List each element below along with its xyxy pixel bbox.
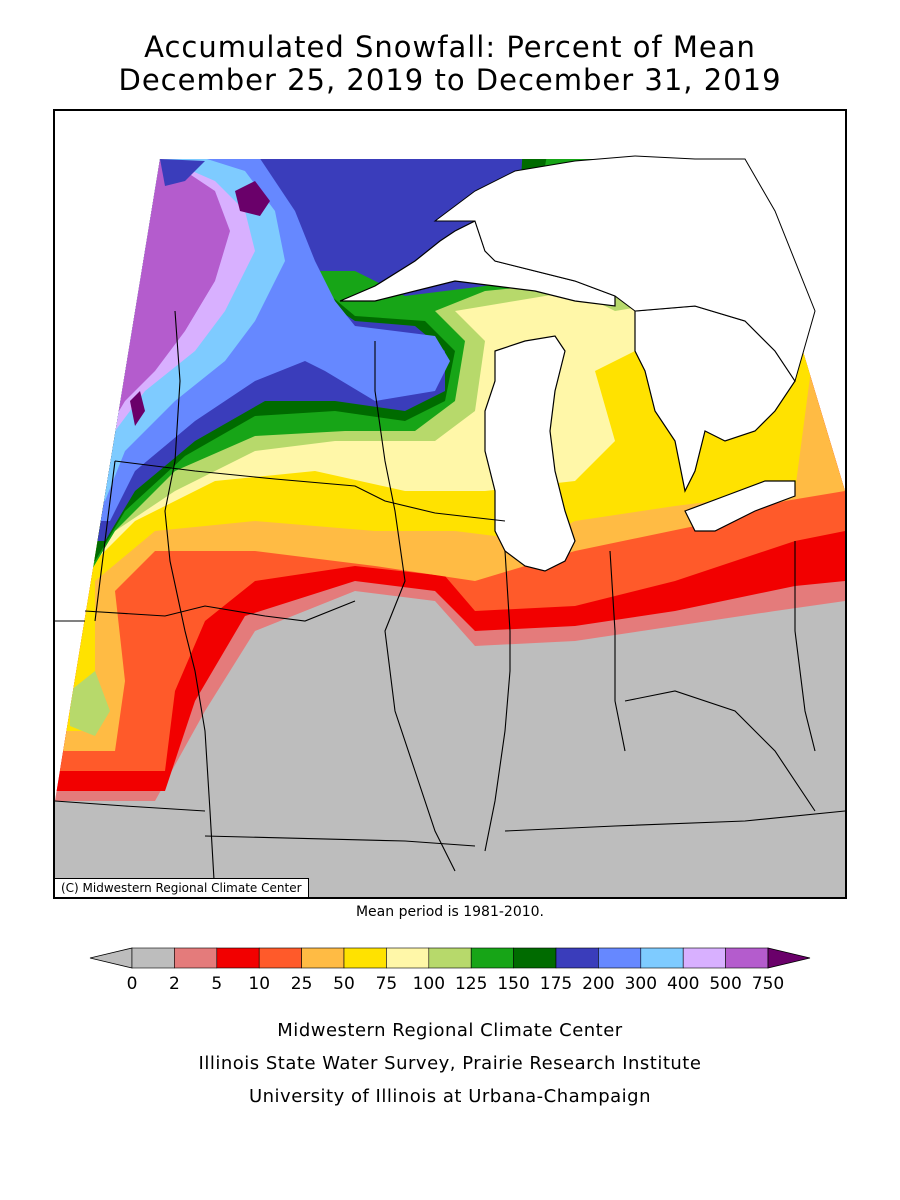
legend-tick-label: 0 <box>127 974 138 994</box>
legend-tick-label: 150 <box>497 974 529 994</box>
legend-bin <box>216 947 260 969</box>
map-title: Accumulated Snowfall: Percent of Mean <box>144 30 756 64</box>
legend-tick-label: 50 <box>333 974 355 994</box>
lake-erie <box>684 480 796 532</box>
legend-tick-label: 75 <box>376 974 398 994</box>
state-boundaries <box>55 310 845 897</box>
legend-tick-label: 2 <box>169 974 180 994</box>
legend-under-arrow <box>89 947 133 969</box>
legend-over-arrow <box>767 947 811 969</box>
legend-bin <box>174 947 218 969</box>
legend-bin <box>470 947 514 969</box>
footer-university: University of Illinois at Urbana-Champai… <box>248 1086 652 1107</box>
legend-tick-label: 200 <box>582 974 614 994</box>
legend-bin <box>258 947 302 969</box>
map-date-range: December 25, 2019 to December 31, 2019 <box>118 63 782 97</box>
legend-bin <box>428 947 472 969</box>
legend-tick-label: 5 <box>211 974 222 994</box>
color-legend: 0 2 5 10 25 50 75 100 125 150 175 200 300 400 500 750 <box>89 947 811 994</box>
legend-bin <box>301 947 345 969</box>
legend-bin <box>386 947 430 969</box>
band-175-200-nw <box>160 159 205 186</box>
legend-bin <box>640 947 684 969</box>
legend-bin <box>725 947 769 969</box>
copyright-label: (C) Midwestern Regional Climate Center <box>55 878 309 897</box>
lake-michigan <box>484 335 576 572</box>
legend-tick-label: 400 <box>667 974 699 994</box>
legend-tick-label: 10 <box>248 974 270 994</box>
legend-bin <box>513 947 557 969</box>
map-panel: (C) Midwestern Regional Climate Center <box>53 109 847 899</box>
footer-survey: Illinois State Water Survey, Prairie Res… <box>198 1053 702 1074</box>
legend-tick-label: 25 <box>291 974 313 994</box>
legend-bin <box>555 947 599 969</box>
snowfall-map <box>55 155 845 897</box>
canada-shoreline <box>433 155 816 383</box>
footer-org: Midwestern Regional Climate Center <box>277 1020 623 1041</box>
legend-tick-label: 300 <box>625 974 657 994</box>
band-over-750 <box>130 181 270 426</box>
legend-tick-label: 175 <box>540 974 572 994</box>
legend-bin <box>598 947 642 969</box>
legend-tick-label: 500 <box>709 974 741 994</box>
mean-period-note: Mean period is 1981-2010. <box>355 904 545 920</box>
legend-bin <box>131 947 175 969</box>
legend-bin <box>682 947 726 969</box>
legend-tick-label: 100 <box>413 974 445 994</box>
legend-bin <box>343 947 387 969</box>
legend-tick-label: 750 <box>752 974 784 994</box>
band-100-125-west <box>70 671 110 736</box>
legend-tick-label: 125 <box>455 974 487 994</box>
